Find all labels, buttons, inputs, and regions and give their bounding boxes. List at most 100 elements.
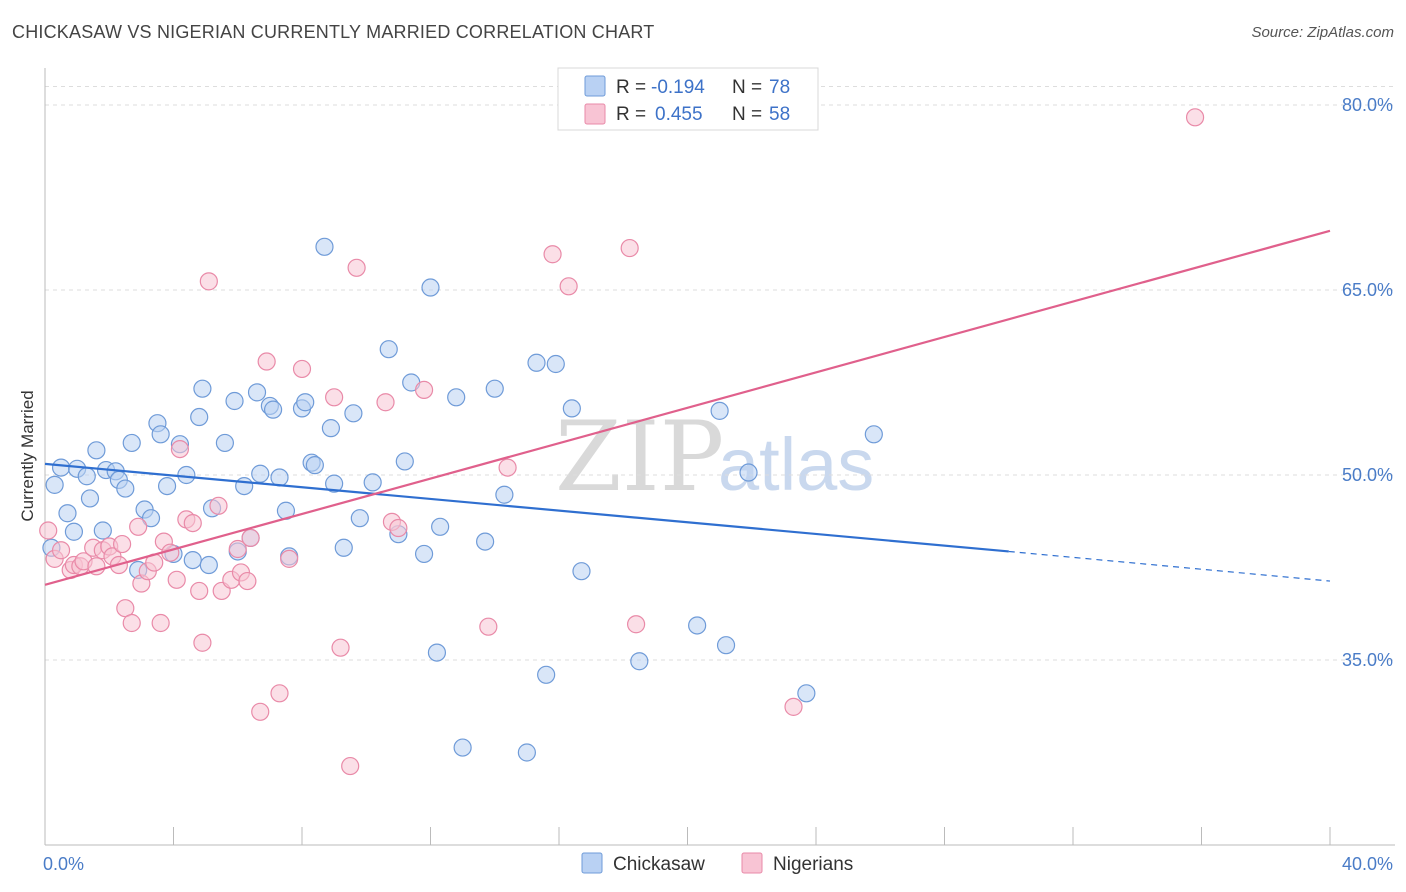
y-tick-label: 35.0%: [1342, 650, 1393, 670]
nigerian-point: [414, 380, 434, 399]
chickasaw-point: [225, 391, 244, 411]
chickasaw-point: [235, 477, 254, 496]
chickasaw-trend-line: [44, 462, 1009, 553]
x-tick-label: 0.0%: [43, 854, 84, 874]
chickasaw-point: [199, 555, 218, 575]
chickasaw-point: [447, 388, 466, 407]
legend-swatch-nigerians: [584, 103, 606, 125]
chart-source: Source: ZipAtlas.com: [1251, 24, 1394, 41]
chickasaw-point: [325, 474, 344, 493]
chickasaw-point: [93, 521, 112, 540]
chickasaw-point: [251, 464, 270, 483]
chickasaw-point: [321, 419, 341, 438]
chickasaw-point: [421, 278, 440, 297]
chickasaw-point: [485, 379, 504, 398]
chickasaw-point: [190, 407, 209, 427]
chickasaw-point: [215, 433, 234, 453]
chickasaw-point: [710, 401, 729, 420]
nigerian-point: [331, 638, 350, 657]
chickasaw-point: [263, 400, 283, 419]
legend-n-label: N =: [732, 104, 762, 125]
legend-box: R = -0.194 N = 78 R = 0.455 N = 58: [557, 67, 819, 131]
y-axis-label: Currently Married: [18, 390, 37, 521]
chickasaw-point: [363, 473, 382, 492]
bottom-legend-swatch-chickasaw: [581, 852, 603, 874]
chickasaw-point: [495, 485, 514, 504]
nigerian-point: [389, 518, 408, 538]
chickasaw-point: [77, 467, 96, 486]
chickasaw-point: [315, 237, 334, 256]
nigerian-point: [39, 521, 58, 540]
watermark-atlas: atlas: [718, 423, 874, 506]
chickasaw-point: [296, 393, 315, 412]
chickasaw-point: [58, 504, 77, 523]
chickasaw-point: [122, 433, 141, 453]
chickasaw-point: [630, 652, 649, 671]
nigerian-point: [238, 571, 257, 591]
nigerian-point: [151, 613, 170, 633]
nigerian-point: [270, 684, 289, 703]
chickasaw-point: [517, 743, 536, 762]
legend-r-value-chickasaw: -0.194: [651, 77, 705, 98]
chickasaw-point: [476, 532, 495, 551]
data-points: [39, 108, 1205, 776]
nigerian-point: [167, 570, 186, 589]
chickasaw-point: [305, 456, 324, 475]
nigerian-point: [1185, 108, 1205, 127]
chickasaw-point: [688, 616, 707, 635]
chickasaw-point: [414, 544, 434, 564]
chickasaw-point: [64, 522, 84, 541]
nigerian-point: [51, 541, 71, 560]
nigerian-point: [183, 513, 202, 533]
nigerian-point: [347, 258, 366, 277]
chickasaw-point: [537, 665, 556, 684]
nigerian-point: [325, 388, 344, 407]
y-tick-label: 80.0%: [1342, 95, 1393, 115]
y-tick-label: 50.0%: [1342, 465, 1393, 485]
bottom-legend-chickasaw: Chickasaw: [613, 854, 705, 875]
chickasaw-point: [334, 538, 353, 557]
nigerian-point: [479, 617, 498, 636]
nigerian-point: [241, 528, 260, 548]
nigerian-point: [257, 352, 276, 371]
nigerian-point: [626, 615, 646, 634]
chickasaw-point: [151, 425, 170, 444]
chickasaw-point: [527, 353, 546, 372]
nigerian-point: [199, 272, 218, 291]
nigerian-trend-line: [44, 229, 1331, 586]
nigerian-point: [122, 613, 141, 633]
chickasaw-point: [45, 475, 64, 494]
legend-r-value-nigerians: 0.455: [655, 104, 703, 125]
nigerian-point: [784, 697, 803, 716]
chickasaw-point: [157, 477, 177, 496]
chickasaw-point: [270, 468, 289, 487]
chickasaw-point: [864, 425, 883, 444]
nigerian-point: [170, 440, 190, 459]
y-tick-labels: 35.0% 50.0% 65.0% 80.0%: [1342, 95, 1393, 670]
nigerian-point: [193, 633, 212, 652]
nigerian-point: [620, 238, 639, 258]
nigerian-point: [112, 534, 132, 554]
legend-r-label: R =: [616, 104, 646, 125]
nigerian-point: [280, 549, 299, 568]
chickasaw-point: [344, 404, 363, 423]
nigerian-point: [190, 581, 209, 601]
chickasaw-point: [177, 465, 196, 485]
chickasaw-point: [431, 517, 450, 536]
chickasaw-point: [427, 643, 447, 662]
bottom-legend: Chickasaw Nigerians: [581, 852, 853, 875]
legend-r-label: R =: [616, 77, 646, 98]
chickasaw-point: [546, 354, 565, 374]
chickasaw-point: [183, 550, 202, 570]
x-tick-labels: 0.0% 40.0%: [43, 854, 1393, 874]
chickasaw-trend-extension: [1008, 550, 1331, 582]
chickasaw-point: [395, 452, 414, 471]
chickasaw-point: [716, 636, 736, 655]
nigerian-point: [292, 359, 312, 379]
y-tick-label: 65.0%: [1342, 280, 1393, 300]
nigerian-point: [559, 277, 578, 296]
chickasaw-point: [116, 479, 135, 498]
chickasaw-point: [80, 489, 100, 508]
nigerian-point: [376, 393, 395, 412]
